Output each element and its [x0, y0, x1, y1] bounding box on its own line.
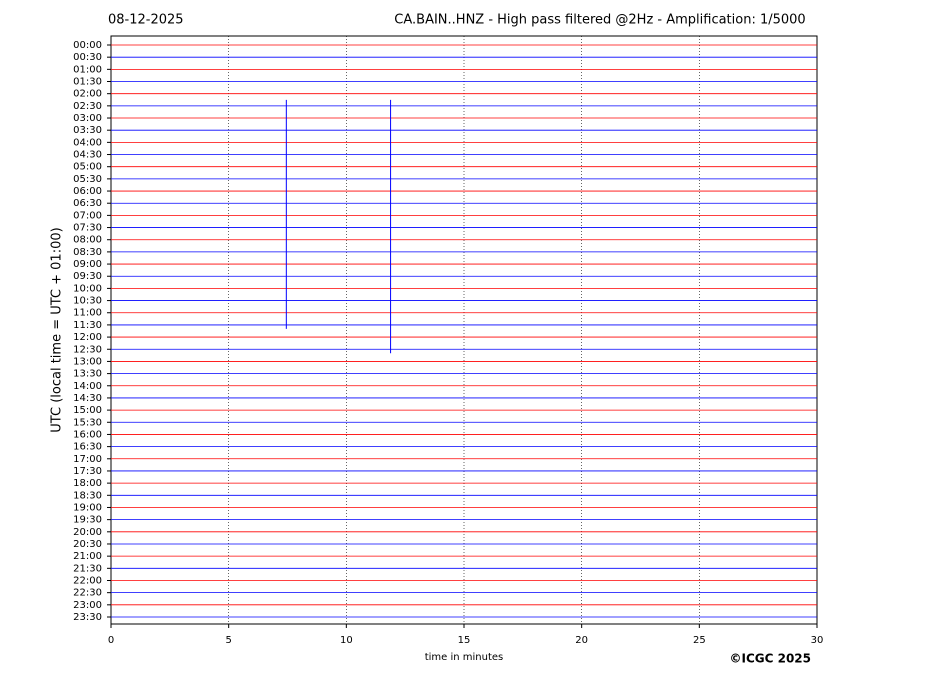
y-tick-label: 02:00 — [73, 89, 102, 100]
x-tick-label: 0 — [108, 635, 114, 646]
y-tick-label: 06:30 — [73, 198, 102, 209]
y-tick-label: 20:00 — [73, 527, 102, 538]
y-tick-label: 11:30 — [73, 320, 102, 331]
y-tick-label: 21:30 — [73, 563, 102, 574]
y-tick-label: 08:00 — [73, 235, 102, 246]
y-tick-label: 01:00 — [73, 64, 102, 75]
y-tick-label: 10:00 — [73, 283, 102, 294]
y-tick-label: 07:00 — [73, 210, 102, 221]
y-tick-label: 22:30 — [73, 588, 102, 599]
y-tick-label: 12:00 — [73, 332, 102, 343]
x-tick-label: 5 — [225, 635, 231, 646]
y-tick-label: 12:30 — [73, 344, 102, 355]
y-tick-label: 14:00 — [73, 381, 102, 392]
y-tick-label: 11:00 — [73, 308, 102, 319]
x-tick-label: 15 — [458, 635, 471, 646]
y-tick-label: 13:30 — [73, 369, 102, 380]
chart-title: CA.BAIN..HNZ - High pass filtered @2Hz -… — [394, 13, 805, 28]
x-tick-label: 20 — [575, 635, 588, 646]
y-tick-label: 19:00 — [73, 502, 102, 513]
y-tick-label: 09:30 — [73, 271, 102, 282]
y-tick-label: 15:30 — [73, 417, 102, 428]
y-tick-label: 02:30 — [73, 101, 102, 112]
x-tick-label: 30 — [811, 635, 824, 646]
credit: ©ICGC 2025 — [729, 652, 811, 666]
x-axis-label: time in minutes — [425, 652, 504, 663]
y-tick-label: 00:00 — [73, 40, 102, 51]
y-tick-label: 23:00 — [73, 600, 102, 611]
y-tick-label: 15:00 — [73, 405, 102, 416]
y-tick-label: 09:00 — [73, 259, 102, 270]
date: 08-12-2025 — [108, 13, 184, 28]
y-tick-label: 20:30 — [73, 539, 102, 550]
y-tick-label: 00:30 — [73, 52, 102, 63]
y-tick-label: 22:00 — [73, 575, 102, 586]
x-tick-label: 10 — [340, 635, 353, 646]
y-tick-label: 18:00 — [73, 478, 102, 489]
y-tick-label: 16:30 — [73, 442, 102, 453]
y-tick-label: 04:30 — [73, 150, 102, 161]
y-axis-label: UTC (local time = UTC + 01:00) — [50, 227, 65, 432]
y-tick-label: 16:00 — [73, 429, 102, 440]
y-tick-label: 04:00 — [73, 137, 102, 148]
y-tick-label: 01:30 — [73, 77, 102, 88]
y-tick-label: 06:00 — [73, 186, 102, 197]
y-tick-label: 03:30 — [73, 125, 102, 136]
x-tick-label: 25 — [693, 635, 706, 646]
y-tick-label: 19:30 — [73, 515, 102, 526]
y-tick-label: 21:00 — [73, 551, 102, 562]
y-tick-label: 14:30 — [73, 393, 102, 404]
y-tick-label: 05:00 — [73, 162, 102, 173]
y-tick-label: 17:30 — [73, 466, 102, 477]
y-tick-label: 23:30 — [73, 612, 102, 623]
y-tick-label: 18:30 — [73, 490, 102, 501]
y-tick-label: 08:30 — [73, 247, 102, 258]
y-tick-label: 10:30 — [73, 296, 102, 307]
y-tick-label: 05:30 — [73, 174, 102, 185]
y-tick-label: 17:00 — [73, 454, 102, 465]
y-tick-label: 13:00 — [73, 356, 102, 367]
y-tick-label: 07:30 — [73, 223, 102, 234]
y-tick-label: 03:00 — [73, 113, 102, 124]
